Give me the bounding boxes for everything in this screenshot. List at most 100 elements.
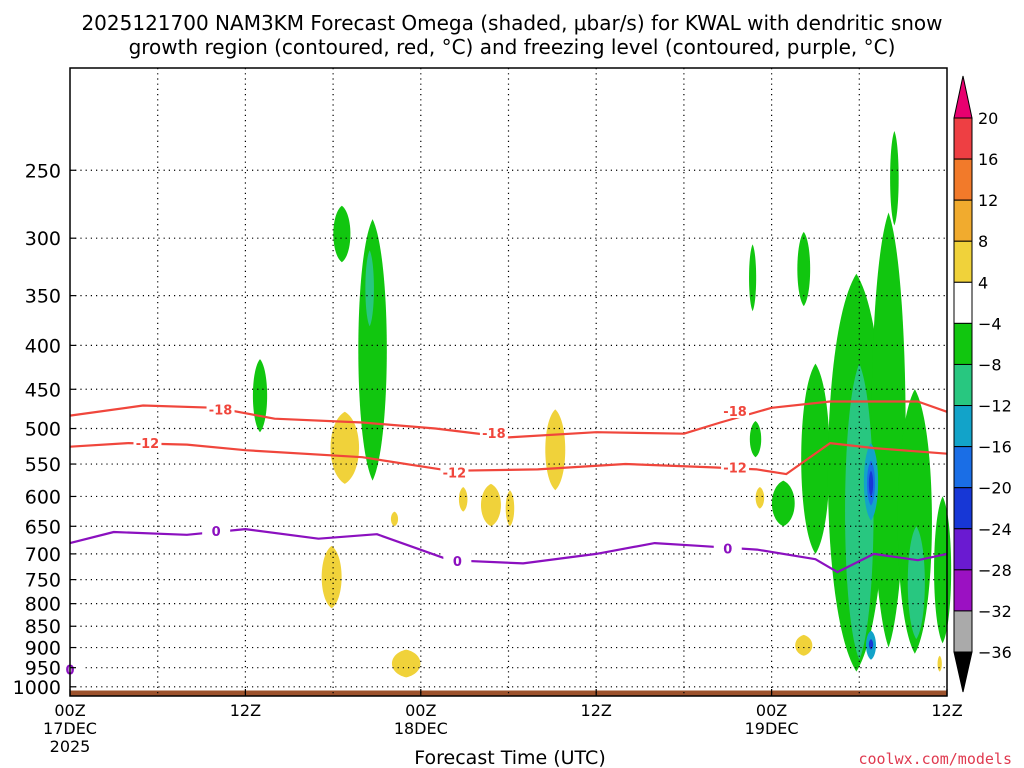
x-tick-label: 12Z bbox=[931, 701, 962, 720]
x-tick-label: 00Z bbox=[54, 701, 85, 720]
x-axis-label: Forecast Time (UTC) bbox=[414, 747, 605, 768]
y-tick-label: 650 bbox=[25, 516, 61, 538]
ascent-area bbox=[749, 421, 762, 458]
terrain bbox=[70, 690, 947, 696]
colorbar-label: −36 bbox=[978, 643, 1012, 662]
descent-area bbox=[545, 409, 566, 491]
ascent-area bbox=[845, 363, 874, 660]
contour-label: -12 bbox=[723, 461, 747, 476]
chart-title: 2025121700 NAM3KM Forecast Omega (shaded… bbox=[81, 11, 942, 35]
x-tick-label: 17DEC bbox=[43, 719, 97, 738]
contour-label: 0 bbox=[453, 555, 462, 570]
y-tick-label: 800 bbox=[25, 594, 61, 616]
ascent-area bbox=[934, 496, 952, 644]
contour-label: -12 bbox=[136, 437, 160, 452]
ascent-area bbox=[797, 231, 811, 307]
colorbar-box bbox=[953, 281, 973, 324]
contour-label: 0 bbox=[212, 525, 221, 540]
colorbar-bottom-arrow bbox=[953, 651, 973, 693]
colorbar-box bbox=[953, 240, 973, 283]
contour-line bbox=[69, 442, 948, 476]
y-tick-label: 850 bbox=[25, 616, 61, 638]
y-tick-label: 450 bbox=[25, 379, 61, 401]
contour-label-bg bbox=[713, 540, 742, 556]
contour-label-bg bbox=[479, 424, 508, 440]
y-tick-label: 700 bbox=[25, 544, 61, 566]
contour-label-bg bbox=[202, 522, 231, 538]
x-tick-label: 18DEC bbox=[394, 719, 448, 738]
credit-text: coolwx.com/models bbox=[858, 750, 1012, 768]
ascent-area bbox=[358, 219, 387, 481]
ascent-area bbox=[749, 244, 757, 312]
colorbar-label: 16 bbox=[978, 150, 998, 169]
descent-area bbox=[755, 487, 765, 509]
contour-label-bg bbox=[206, 401, 235, 417]
y-tick-label: 250 bbox=[25, 160, 61, 182]
x-tick-label: 12Z bbox=[581, 701, 612, 720]
contour-label: -12 bbox=[443, 467, 467, 482]
descent-area bbox=[505, 490, 515, 527]
terrain-band bbox=[70, 690, 947, 696]
contour-label-bg bbox=[721, 459, 750, 475]
contour-label-bg bbox=[443, 552, 472, 568]
colorbar-box bbox=[953, 322, 973, 365]
colorbar-label: 20 bbox=[978, 109, 998, 128]
descent-area bbox=[458, 487, 468, 512]
colorbar-label: −20 bbox=[978, 479, 1012, 498]
ascent-area bbox=[890, 130, 899, 226]
contour-label: -18 bbox=[482, 427, 506, 442]
colorbar-label: 12 bbox=[978, 191, 998, 210]
colorbar-box bbox=[953, 405, 973, 448]
colorbar-label: −4 bbox=[978, 314, 1002, 333]
contour-label: 0 bbox=[723, 543, 732, 558]
colorbar: 20 16 12 8 4 −4 −8 −12 −16 −20 −24 −28 −32 −36 bbox=[953, 75, 1012, 693]
y-tick-label: 900 bbox=[25, 638, 61, 660]
colorbar-label: −28 bbox=[978, 561, 1012, 580]
contour-label-bg bbox=[133, 435, 162, 451]
contour-label-bg bbox=[440, 464, 469, 480]
x-tick-label: 19DEC bbox=[745, 719, 799, 738]
ascent-area bbox=[801, 363, 830, 554]
ascent-area bbox=[868, 470, 874, 497]
colorbar-box bbox=[953, 528, 973, 571]
descent-area bbox=[480, 483, 501, 527]
y-tick-label: 950 bbox=[25, 658, 61, 680]
ascent-area bbox=[907, 526, 925, 640]
colorbar-label: 4 bbox=[978, 273, 988, 292]
y-tick-label: 1000 bbox=[13, 677, 61, 699]
colorbar-label: 8 bbox=[978, 232, 988, 251]
descent-area bbox=[390, 511, 399, 527]
colorbar-label: −16 bbox=[978, 438, 1012, 457]
y-axis: 2503003504004505005506006507007508008509… bbox=[13, 160, 76, 699]
colorbar-box bbox=[953, 363, 973, 407]
chart-subtitle: growth region (contoured, red, °C) and f… bbox=[129, 35, 896, 59]
y-tick-label: 500 bbox=[25, 419, 61, 441]
colorbar-box bbox=[953, 610, 973, 653]
colorbar-box bbox=[953, 446, 973, 489]
y-tick-label: 300 bbox=[25, 228, 61, 250]
colorbar-box bbox=[953, 117, 973, 160]
y-tick-label: 400 bbox=[25, 335, 61, 357]
y-tick-label: 350 bbox=[25, 286, 61, 308]
contour-label-bg bbox=[721, 402, 750, 418]
ascent-area bbox=[333, 205, 351, 263]
ascent-area bbox=[252, 359, 268, 433]
plot-frame bbox=[69, 67, 948, 697]
colorbar-label: −8 bbox=[978, 355, 1002, 374]
colorbar-label: −32 bbox=[978, 602, 1012, 621]
ascent-area bbox=[871, 212, 906, 648]
colorbar-box bbox=[953, 158, 973, 201]
x-tick-label: 00Z bbox=[756, 701, 787, 720]
contour-label: -18 bbox=[209, 403, 233, 418]
x-tick-label: 00Z bbox=[405, 701, 436, 720]
descent-area bbox=[795, 634, 813, 656]
y-tick-label: 600 bbox=[25, 486, 61, 508]
contour-label: -18 bbox=[723, 405, 747, 420]
descent-area bbox=[937, 655, 942, 672]
colorbar-label: −12 bbox=[978, 397, 1012, 416]
ascent-area bbox=[771, 480, 795, 527]
omega-shading bbox=[252, 130, 952, 678]
y-tick-label: 750 bbox=[25, 570, 61, 592]
